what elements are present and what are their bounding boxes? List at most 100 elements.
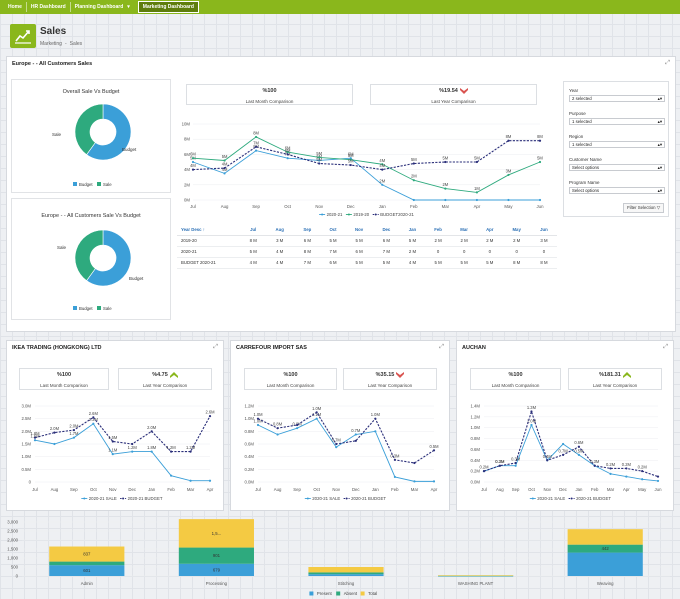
table-cell: BUDGET 2020-21 [177,257,241,269]
table-cell: 7 M [372,246,400,258]
donut-label-budget: Budget [129,276,144,281]
bar-segment [567,544,643,553]
legend-swatch [336,591,341,596]
expand-icon[interactable]: ⤢ [439,344,444,350]
tab-planning-dashboard[interactable]: Planning Dashboard ▾ [74,4,130,10]
table-header-row: Year Desc ↑ Jul Aug Sep Oct Nov Dec Jan … [177,224,557,236]
filter-label: Purpose [569,111,586,116]
table-cell: 6 M [293,235,321,247]
column-header[interactable]: May [502,224,531,236]
bar-segment [438,575,514,577]
ikea-panel: IKEA TRADING (HONGKONG) LTD ⤢ %100 Last … [6,340,224,511]
year-select[interactable]: 2 selected ▴▾ [569,95,665,102]
y-tick-label: 500 [11,565,19,570]
column-header[interactable]: Mar [451,224,478,236]
trend-down-icon [459,88,468,94]
program-name-select[interactable]: Select options ▴▾ [569,187,665,194]
table-cell: 8 M [502,257,531,269]
region-select[interactable]: 1 selected ▴▾ [569,141,665,148]
tab-marketing-dashboard[interactable]: Marketing Dashboard [137,1,199,13]
table-cell: 5 M [372,257,400,269]
top-nav: Home HR Dashboard Planning Dashboard ▾ Ma… [0,0,680,14]
table-cell: 5 M [241,246,266,258]
table-cell: 2 M [477,235,503,247]
data-label: 837 [83,552,91,557]
filter-label: Program Name [569,180,600,185]
breadcrumb-separator: - [64,41,67,47]
table-cell: 4 M [265,246,294,258]
filter-selection-button[interactable]: Filter Selection ▽ [623,203,664,213]
column-header[interactable]: Oct [320,224,346,236]
legend-swatch-sale [97,182,101,186]
table-cell: 2 M [451,235,478,247]
donut-slice-sale [74,103,104,156]
kpi-value: %19.54 [439,88,458,94]
table-cell: 2020-21 [177,246,241,258]
table-cell: 4 M [265,257,294,269]
bar-segment [178,563,254,576]
column-header[interactable]: Apr [477,224,503,236]
y-tick-label: 0 [16,574,19,579]
chevron-down-icon: ▴▾ [657,95,662,101]
europe-sale-donut-panel: Europe - - All Customers Sale Vs Budget … [11,198,171,320]
tab-hr-dashboard[interactable]: HR Dashboard [30,4,66,10]
table-cell: 8 M [241,235,266,247]
table-cell: 8 M [293,246,321,258]
auchan-panel: AUCHAN ⤢ %100 Last Month Comparison %181… [456,340,674,511]
table-cell: 0 [425,246,452,258]
x-tick-label: Stitching [338,581,355,586]
column-header[interactable]: Jan [399,224,426,236]
kpi-label: Last Month Comparison [245,99,294,104]
table-cell: 2 M [425,235,452,247]
data-label: 442 [602,546,610,551]
column-header[interactable]: Feb [425,224,452,236]
table-cell: 0 [451,246,478,258]
table-cell: 3 M [530,235,557,247]
y-tick-label: 3,000 [7,520,18,525]
chevron-down-icon: ▴▾ [657,164,662,170]
table-cell: 0 [477,246,503,258]
table-cell: 4 M [241,257,266,269]
column-header[interactable]: Dec [372,224,400,236]
filter-label: Year [569,88,579,93]
breadcrumb-item: Sales [69,41,83,47]
donut-title: Overall Sale Vs Budget [62,89,120,95]
page-title: Sales [40,26,67,37]
data-label: 1,5... [212,531,222,536]
expand-icon[interactable]: ⤢ [665,60,670,66]
breadcrumb: Marketing - Sales [40,41,82,47]
kpi-value: %100 [283,372,298,378]
column-header[interactable]: Year Desc ↑ [177,224,241,236]
bar-segment [308,574,384,576]
legend-label: Absent [344,591,358,596]
column-header[interactable]: Sep [293,224,321,236]
table-row: 2020-21 5 M 4 M 8 M 7 M 6 M 7 M 2 M 0 0 … [177,246,557,258]
bar-segment [178,519,254,548]
bar-segment [308,567,384,573]
y-tick-label: 1,000 [7,556,18,561]
trend-up-icon [622,372,631,378]
table-cell: 5 M [425,257,452,269]
purpose-select[interactable]: 1 selected ▴▾ [569,118,665,125]
breadcrumb-item[interactable]: Marketing [40,41,62,47]
europe-sale-donut: Sale Budget Budget Sale [57,229,144,311]
expand-icon[interactable]: ⤢ [213,344,218,350]
table-row: BUDGET 2020-21 4 M 4 M 7 M 6 M 5 M 5 M 4… [177,257,557,269]
column-header[interactable]: Nov [345,224,373,236]
bar-segment [49,546,125,562]
donut-arcs [74,229,132,287]
x-tick-label: Admin [81,581,94,586]
column-header[interactable]: Aug [265,224,294,236]
customer-name-select[interactable]: Select options ▴▾ [569,164,665,171]
table-cell: 8 M [530,257,557,269]
expand-icon[interactable]: ⤢ [663,344,668,350]
donut-slice-sale [74,229,104,282]
tab-home[interactable]: Home [8,4,22,10]
panel-title: Europe - - All Customers Sales [12,61,93,67]
table-cell: 2 M [399,246,426,258]
chevron-down-icon: ▾ [127,4,130,10]
column-header[interactable]: Jul [241,224,266,236]
column-header[interactable]: Jun [530,224,557,236]
legend-label-budget: Budget [79,306,93,311]
data-label: 601 [83,568,91,573]
